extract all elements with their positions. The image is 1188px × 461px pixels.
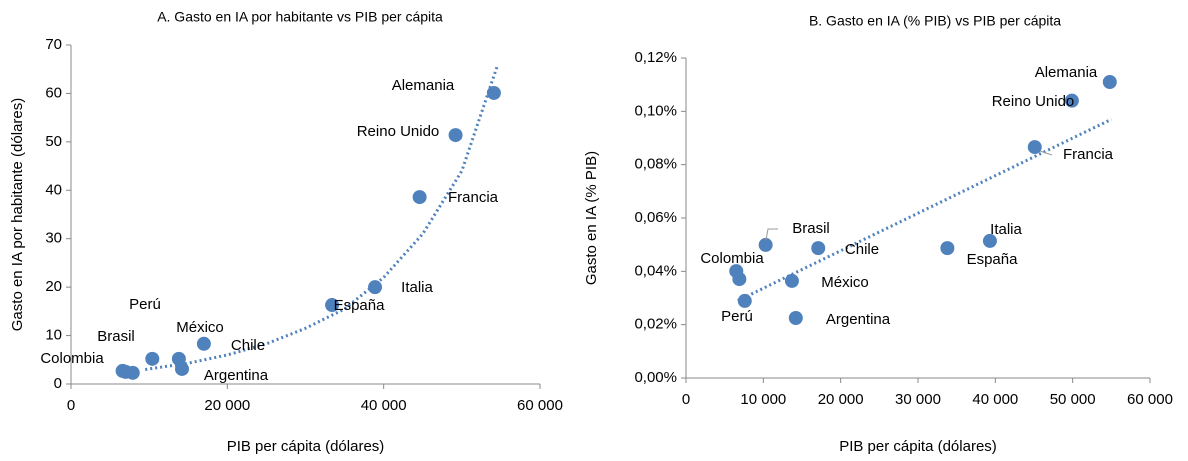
y-tick-label: 20 [45, 278, 62, 295]
y-tick-label: 0,00% [634, 369, 677, 386]
y-tick-label: 0,08% [634, 156, 677, 173]
point-label: Francia [448, 189, 499, 206]
y-axis-label: Gasto en IA (% PIB) [583, 151, 600, 285]
x-axis-label: PIB per cápita (dólares) [839, 438, 997, 455]
y-tick-label: 0,12% [634, 49, 677, 66]
point [448, 128, 463, 143]
point [1102, 75, 1117, 89]
point-label: Reino Unido [357, 123, 440, 140]
point [486, 85, 501, 100]
point-label: Alemania [1035, 64, 1098, 81]
x-tick-label: 50 000 [1050, 391, 1096, 408]
point [982, 233, 997, 248]
trendline [145, 66, 499, 371]
point [737, 293, 752, 308]
point-label: Italia [401, 279, 433, 296]
point-label: Francia [1063, 146, 1114, 163]
point [412, 190, 427, 205]
y-axis-label: Gasto en IA por habitante (dólares) [9, 98, 26, 331]
x-axis-label: PIB per cápita (dólares) [227, 438, 385, 455]
point [1027, 140, 1042, 155]
y-tick-label: 10 [45, 327, 62, 344]
point [145, 351, 160, 366]
x-tick-label: 40 000 [972, 391, 1018, 408]
point-label: México [821, 274, 869, 291]
y-tick-label: 40 [45, 181, 62, 198]
point [125, 365, 140, 380]
y-tick-label: 50 [45, 133, 62, 150]
y-tick-label: 30 [45, 230, 62, 247]
point-label: Alemania [392, 77, 455, 94]
point-label: Italia [990, 221, 1022, 238]
point-label: España [334, 297, 386, 314]
point [758, 237, 773, 252]
chart-title: A. Gasto en IA por habitante vs PIB per … [157, 9, 443, 25]
point [325, 298, 340, 313]
point [732, 272, 747, 287]
point-label: Argentina [826, 311, 891, 328]
point [174, 361, 189, 376]
y-tick-label: 0,06% [634, 209, 677, 226]
point-label: España [967, 251, 1019, 268]
x-tick-label: 0 [67, 397, 75, 414]
y-tick-label: 0 [54, 375, 62, 392]
point-label: Reino Unido [992, 93, 1075, 110]
point-label: Perú [129, 296, 161, 313]
point [196, 336, 211, 351]
point-label: Chile [231, 337, 265, 354]
point [1064, 93, 1079, 108]
y-tick-label: 0,02% [634, 316, 677, 333]
chart-title: B. Gasto en IA (% PIB) vs PIB per cápita [809, 13, 1061, 29]
point-label: Perú [721, 308, 753, 325]
point [368, 280, 383, 295]
x-tick-label: 20 000 [204, 397, 250, 414]
y-tick-label: 70 [45, 36, 62, 53]
point-label: Colombia [40, 350, 104, 367]
point-label: México [176, 319, 224, 336]
y-tick-label: 0,04% [634, 262, 677, 279]
x-tick-label: 40 000 [361, 397, 407, 414]
point-label: Brasil [97, 328, 135, 345]
x-tick-label: 60 000 [517, 397, 563, 414]
leader-line [1039, 150, 1053, 156]
trendline [737, 117, 1112, 303]
x-tick-label: 60 000 [1127, 391, 1173, 408]
x-tick-label: 30 000 [895, 391, 941, 408]
point [788, 311, 803, 325]
y-tick-label: 0,10% [634, 102, 677, 119]
point [811, 241, 826, 256]
y-tick-label: 60 [45, 84, 62, 101]
x-tick-label: 10 000 [740, 391, 786, 408]
x-tick-label: 20 000 [818, 391, 864, 408]
point-label: Colombia [700, 250, 764, 267]
point-label: Brasil [792, 220, 830, 237]
point-label: Argentina [204, 367, 269, 384]
x-tick-label: 0 [682, 391, 690, 408]
point-label: Chile [845, 241, 879, 258]
point [940, 241, 955, 256]
point [784, 273, 799, 288]
leader-line [765, 228, 778, 241]
